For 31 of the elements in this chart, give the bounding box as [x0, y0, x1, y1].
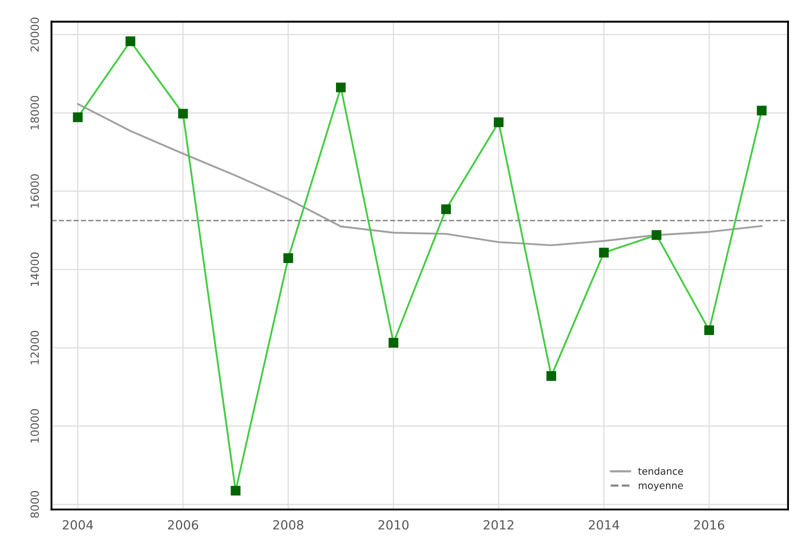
y-tick-label: 18000 — [30, 96, 39, 130]
point — [283, 253, 294, 264]
point — [494, 117, 504, 128]
point — [230, 486, 240, 496]
point — [441, 204, 451, 214]
line-series — [76, 102, 763, 246]
point — [126, 36, 136, 46]
point — [178, 108, 188, 119]
x-tick-label: 2016 — [694, 520, 724, 530]
y-tick-label: 12000 — [30, 330, 39, 364]
y-tick-label: 20000 — [30, 18, 39, 52]
point — [336, 82, 346, 92]
point — [546, 371, 556, 381]
point — [704, 325, 714, 336]
x-tick-label: 2004 — [62, 520, 93, 530]
y-tick-label: 10000 — [30, 409, 39, 443]
x-tick-label: 2014 — [588, 520, 620, 530]
point — [72, 112, 83, 122]
point — [599, 248, 609, 258]
x-tick-label: 2006 — [168, 520, 198, 530]
y-tick-label: 8000 — [30, 490, 39, 518]
y-tick-label: 14000 — [30, 252, 39, 286]
point — [388, 338, 398, 348]
legend-label: moyenne — [638, 484, 683, 491]
point — [756, 106, 767, 116]
legend-label: tendance — [638, 467, 684, 475]
x-tick-label: 2008 — [273, 520, 304, 530]
point — [652, 230, 662, 240]
y-tick-label: 16000 — [30, 174, 39, 208]
x-tick-label: 2010 — [378, 520, 409, 530]
x-tick-label: 2012 — [484, 520, 514, 530]
